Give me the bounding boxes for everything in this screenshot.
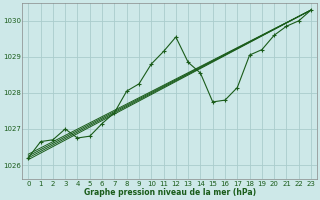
X-axis label: Graphe pression niveau de la mer (hPa): Graphe pression niveau de la mer (hPa)	[84, 188, 256, 197]
